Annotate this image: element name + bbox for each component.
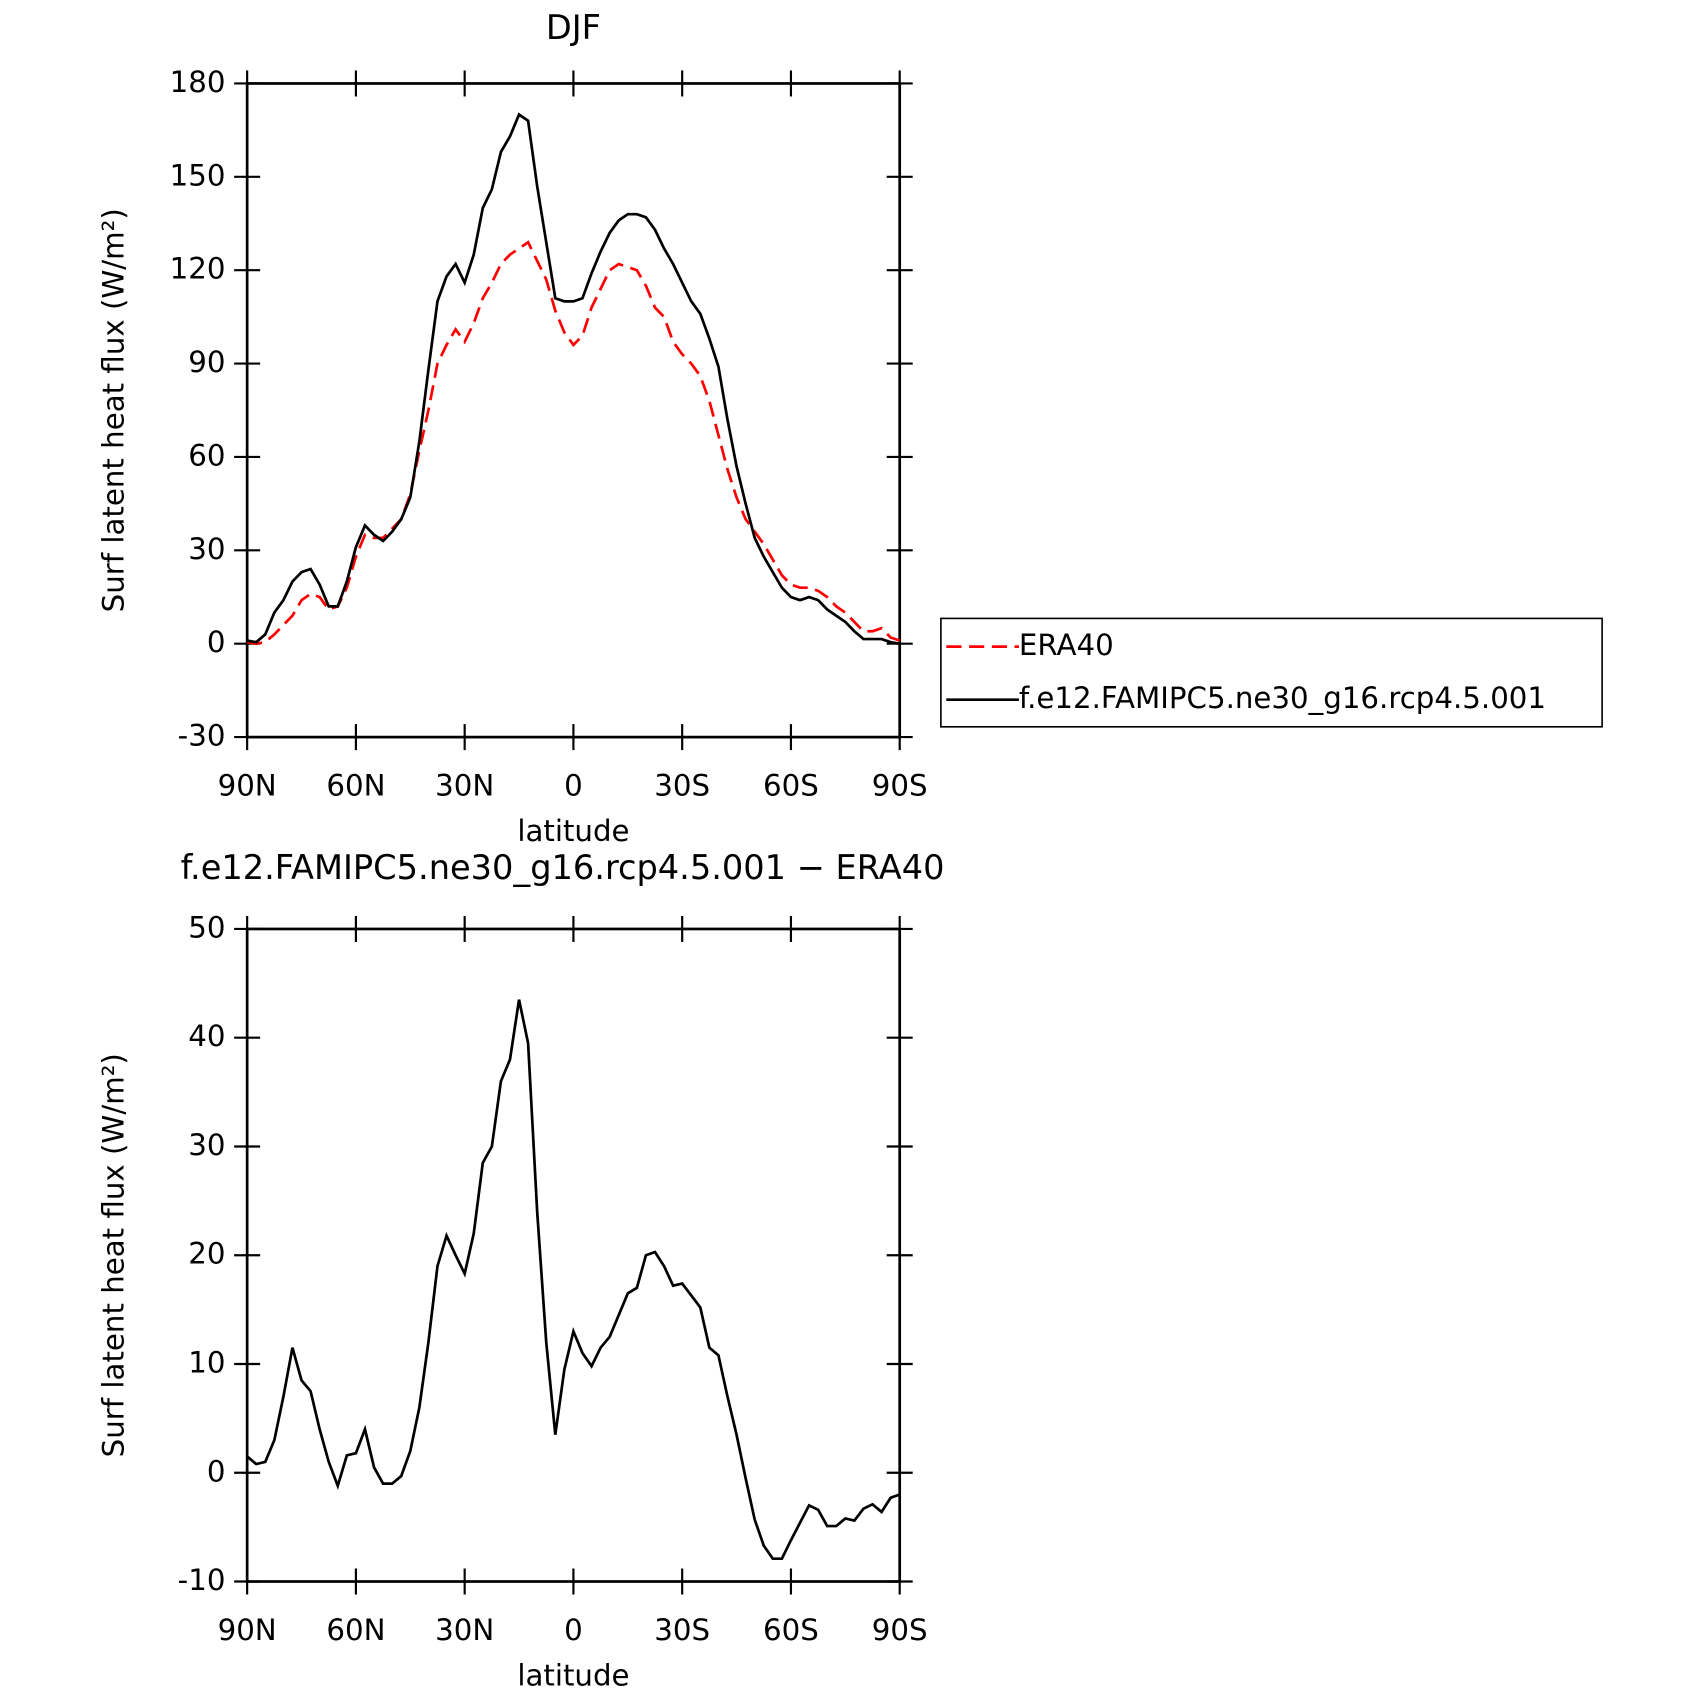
plot-frame — [245, 927, 902, 1583]
plot-frame — [245, 82, 902, 739]
y-tick-label: 180 — [170, 65, 226, 99]
y-tick-label: 30 — [188, 532, 225, 566]
x-tick-label: 60N — [326, 768, 385, 802]
x-tick-label: 0 — [564, 768, 583, 802]
x-tick-label: 60S — [763, 768, 819, 802]
x-tick-label: 60S — [763, 1613, 819, 1647]
x-tick-label: 30S — [654, 768, 710, 802]
x-tick-label: 30N — [435, 1613, 494, 1647]
y-tick-label: 40 — [188, 1019, 225, 1053]
data-line — [246, 112, 900, 646]
x-tick-label: 90N — [218, 1613, 277, 1647]
y-tick-label: 50 — [188, 910, 225, 944]
legend-box — [940, 617, 1603, 728]
y-tick-label: -10 — [178, 1563, 226, 1597]
x-tick-label: 90S — [872, 768, 928, 802]
chart-title: DJF — [546, 8, 601, 47]
x-tick-label: 0 — [564, 1613, 583, 1647]
x-axis-label: latitude — [517, 814, 629, 848]
legend: ERA40 f.e12.FAMIPC5.ne30_g16.rcp4.5.001 — [940, 617, 1603, 728]
y-tick-label: 120 — [170, 252, 226, 286]
x-axis-label: latitude — [517, 1658, 629, 1691]
y-tick-label: 0 — [207, 625, 226, 659]
x-tick-label: 30N — [435, 768, 494, 802]
data-line — [246, 240, 901, 646]
y-tick-label: 10 — [188, 1346, 225, 1380]
x-tick-label: 60N — [326, 1613, 385, 1647]
x-tick-label: 90S — [872, 1613, 928, 1647]
y-tick-label: 0 — [207, 1454, 226, 1488]
y-axis-label: Surf latent heat flux (W/m²) — [96, 208, 130, 612]
legend-label: ERA40 — [1019, 628, 1114, 662]
y-tick-label: 90 — [188, 345, 225, 379]
y-tick-label: 150 — [170, 158, 226, 192]
y-axis-label: Surf latent heat flux (W/m²) — [96, 1053, 130, 1457]
y-tick-label: 20 — [188, 1237, 225, 1271]
chart-title: f.e12.FAMIPC5.ne30_g16.rcp4.5.001 − ERA4… — [181, 848, 945, 887]
y-tick-label: 30 — [188, 1128, 225, 1162]
data-line — [246, 999, 901, 1561]
x-tick-label: 30S — [654, 1613, 710, 1647]
legend-label: f.e12.FAMIPC5.ne30_g16.rcp4.5.001 — [1019, 681, 1546, 715]
y-tick-label: 60 — [188, 438, 225, 472]
x-tick-label: 90N — [218, 768, 277, 802]
y-tick-label: -30 — [178, 719, 226, 753]
